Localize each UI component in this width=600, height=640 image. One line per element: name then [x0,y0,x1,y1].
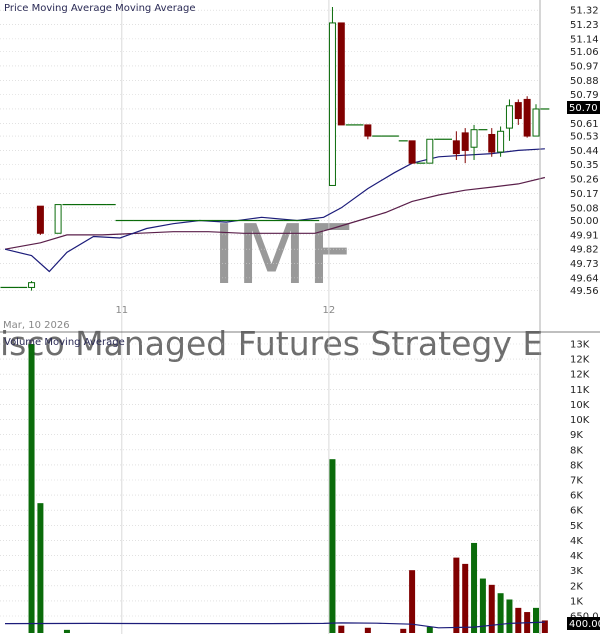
volume-bar [329,459,336,633]
price-tick-label: 50.26 [570,175,599,186]
price-tick-label: 50.00 [570,216,599,227]
watermark-name: isco Managed Futures Strategy E [0,324,543,363]
price-tick-label: 50.17 [570,189,599,200]
last-price-label: 50.70 [569,103,598,114]
volume-tick-label: 8K [570,445,583,456]
price-tick-label: 50.44 [570,146,599,157]
volume-bar [63,629,70,633]
price-tick-label: 51.14 [570,34,599,45]
price-tick-label: 50.61 [570,119,599,130]
volume-bar [409,570,416,633]
date-tick-label: 12 [323,305,336,316]
volume-tick-label: 10K [570,415,590,426]
volume-bar [506,599,513,633]
volume-tick-label: 8K [570,460,583,471]
volume-bar [471,542,478,633]
volume-ma [4,621,545,629]
volume-bar [533,607,539,633]
candle-up [54,204,62,234]
price-tick-label: 49.56 [570,286,599,297]
candle-up [470,129,478,148]
ma-short-line [4,148,545,273]
candle-down [36,205,44,234]
candle-down [452,140,460,155]
volume-bar [462,563,469,633]
volume-bar [338,625,345,633]
price-tick-label: 49.64 [570,273,599,284]
volume-tick-label: 11K [570,385,590,396]
volume-bar [453,557,460,633]
last-volume-box [567,617,600,630]
candle-down [364,124,372,137]
volume-tick-label: 13K [570,340,590,351]
volume-tick-label: 1K [570,596,583,607]
volume-tick-label: 3K [570,566,583,577]
volume-bar [488,584,495,633]
candle-down [408,140,416,164]
volume-tick-label: 12K [570,370,590,381]
candle-down [523,98,531,137]
price-candles [0,7,550,291]
volume-bars [28,344,548,633]
candle-down [488,133,496,153]
candle-down [514,102,522,120]
price-legend: Price Moving Average Moving Average [4,3,196,14]
price-tick-label: 50.88 [570,76,599,87]
volume-tick-label: 6K [570,506,583,517]
candle-up [426,138,434,164]
volume-bar [28,344,35,633]
volume-tick-label: 7K [570,476,583,487]
watermark-symbol: IMF [212,208,354,303]
candle-down [337,22,345,126]
volume-ma-line [4,621,545,629]
price-tick-label: 49.73 [570,259,599,270]
price-tick-label: 49.82 [570,245,599,256]
volume-bar [37,503,44,633]
volume-tick-label: 6K [570,491,583,502]
price-tick-label: 51.23 [570,20,599,31]
price-tick-label: 50.08 [570,203,599,214]
volume-bar [364,627,371,633]
volume-tick-label: 10K [570,400,590,411]
volume-bar [479,578,486,633]
price-gridlines [0,0,540,634]
volume-tick-label: 5K [570,521,583,532]
volume-axis: 13K 12K 12K 11K 10K 10K 9K 8K 8K 7K 6K 6K 5K 4K 4K 3K 2K… [570,340,599,623]
price-tick-label: 50.35 [570,160,599,171]
volume-bar [497,593,504,633]
volume-bar [515,607,522,633]
candle-up [28,282,36,288]
price-tick-label: 49.91 [570,230,599,241]
candle-up [532,108,540,137]
candle-up [497,130,505,153]
volume-tick-label: 9K [570,430,583,441]
ma-long-line [4,176,546,250]
candle-up [505,105,513,129]
date-label: Mar, 10 2026 [3,320,70,331]
volume-tick-label: 12K [570,355,590,366]
volume-tick-label: 4K [570,551,583,562]
volume-tick-label: 4K [570,536,583,547]
price-tick-label: 50.97 [570,61,599,72]
candle-up [328,22,336,186]
volume-bar [541,620,548,633]
volume-bar [400,628,407,633]
last-price-box [567,101,600,114]
volume-gridlines [0,343,540,617]
price-ma-short [4,148,545,273]
volume-bar [426,626,433,633]
price-tick-label: 50.79 [570,90,599,101]
price-tick-label: 51.06 [570,47,599,58]
last-volume-label: 400.00 [569,619,600,630]
volume-legend: Volume Moving Average [4,337,125,348]
date-tick-label: 11 [115,305,128,316]
volume-tick-label: 2K [570,581,583,592]
price-tick-label: 50.53 [570,132,599,143]
price-tick-label: 51.32 [570,6,599,17]
price-ma-long [4,176,546,250]
candle-down [461,132,469,151]
